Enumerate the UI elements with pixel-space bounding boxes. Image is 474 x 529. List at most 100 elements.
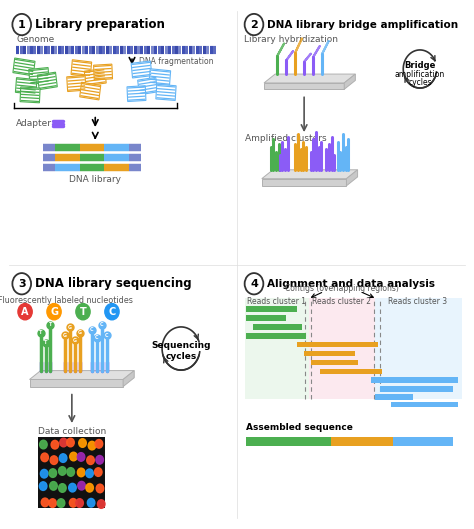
Text: Bridge: Bridge bbox=[404, 61, 436, 70]
Circle shape bbox=[41, 453, 48, 462]
Text: C: C bbox=[100, 322, 103, 327]
Text: T: T bbox=[80, 307, 86, 317]
Text: Alignment and data analysis: Alignment and data analysis bbox=[267, 279, 435, 289]
Text: DNA library: DNA library bbox=[69, 175, 121, 184]
Circle shape bbox=[79, 439, 86, 448]
Bar bbox=[246, 437, 331, 445]
FancyBboxPatch shape bbox=[156, 84, 176, 101]
FancyBboxPatch shape bbox=[13, 58, 35, 76]
FancyBboxPatch shape bbox=[149, 69, 171, 86]
Polygon shape bbox=[29, 371, 134, 379]
Text: Reads cluster 1: Reads cluster 1 bbox=[247, 297, 306, 306]
Circle shape bbox=[50, 481, 57, 490]
FancyBboxPatch shape bbox=[84, 68, 106, 86]
Circle shape bbox=[76, 499, 83, 507]
Text: G: G bbox=[50, 307, 58, 317]
Circle shape bbox=[40, 440, 47, 449]
Circle shape bbox=[59, 454, 67, 462]
Bar bbox=[246, 306, 298, 312]
Circle shape bbox=[96, 455, 103, 464]
Bar bbox=[298, 342, 378, 348]
Bar bbox=[393, 437, 453, 445]
Text: cycles: cycles bbox=[408, 78, 432, 87]
Text: G: G bbox=[73, 338, 77, 343]
Circle shape bbox=[76, 304, 90, 320]
Circle shape bbox=[49, 499, 56, 507]
Circle shape bbox=[77, 468, 85, 477]
Circle shape bbox=[18, 304, 32, 320]
Text: A: A bbox=[21, 307, 29, 317]
Circle shape bbox=[47, 304, 61, 320]
FancyBboxPatch shape bbox=[29, 68, 49, 84]
Circle shape bbox=[245, 14, 264, 35]
Text: 4: 4 bbox=[250, 279, 258, 289]
Circle shape bbox=[41, 498, 49, 507]
Circle shape bbox=[87, 498, 95, 507]
FancyBboxPatch shape bbox=[127, 86, 146, 102]
FancyBboxPatch shape bbox=[37, 72, 57, 89]
Circle shape bbox=[67, 468, 74, 476]
Circle shape bbox=[58, 467, 66, 475]
Bar bbox=[371, 378, 458, 383]
Circle shape bbox=[12, 14, 31, 35]
Circle shape bbox=[87, 456, 94, 464]
Circle shape bbox=[86, 469, 93, 478]
Text: DNA library bridge amplification: DNA library bridge amplification bbox=[267, 20, 458, 30]
Circle shape bbox=[60, 438, 67, 447]
Text: T: T bbox=[44, 340, 47, 345]
Bar bbox=[375, 298, 462, 399]
Text: Fluorescently labeled nucleotides: Fluorescently labeled nucleotides bbox=[0, 296, 133, 305]
Text: DNA fragmentation: DNA fragmentation bbox=[139, 57, 213, 66]
Text: 2: 2 bbox=[250, 20, 258, 30]
Circle shape bbox=[40, 469, 48, 478]
Text: G: G bbox=[78, 330, 82, 335]
Polygon shape bbox=[123, 371, 134, 387]
Circle shape bbox=[69, 498, 77, 507]
Text: Library preparation: Library preparation bbox=[35, 18, 165, 31]
FancyBboxPatch shape bbox=[93, 64, 112, 80]
Text: Assembled sequence: Assembled sequence bbox=[246, 423, 353, 432]
Circle shape bbox=[57, 499, 65, 507]
Text: Reads cluster 2: Reads cluster 2 bbox=[312, 297, 372, 306]
Text: 3: 3 bbox=[18, 279, 26, 289]
Text: C: C bbox=[109, 307, 116, 317]
Circle shape bbox=[49, 469, 56, 477]
Circle shape bbox=[95, 440, 103, 448]
Text: C: C bbox=[105, 333, 109, 338]
Circle shape bbox=[96, 484, 104, 492]
Polygon shape bbox=[264, 74, 356, 83]
Circle shape bbox=[51, 440, 59, 449]
Bar bbox=[311, 360, 357, 365]
Circle shape bbox=[50, 456, 58, 464]
Bar bbox=[38, 437, 105, 508]
Text: cycles: cycles bbox=[165, 352, 197, 361]
Polygon shape bbox=[262, 179, 346, 186]
Circle shape bbox=[78, 481, 85, 490]
Circle shape bbox=[245, 273, 264, 295]
FancyBboxPatch shape bbox=[16, 78, 37, 94]
Text: T: T bbox=[39, 330, 42, 335]
Bar bbox=[391, 402, 458, 407]
Text: Adapter: Adapter bbox=[16, 119, 52, 128]
Text: Library hybridization: Library hybridization bbox=[244, 35, 338, 44]
Text: Contigs (overlapping regions): Contigs (overlapping regions) bbox=[285, 284, 399, 294]
Polygon shape bbox=[29, 379, 123, 387]
Circle shape bbox=[69, 484, 76, 492]
Circle shape bbox=[86, 484, 93, 492]
Text: Amplified clusters: Amplified clusters bbox=[246, 134, 327, 143]
Text: Genome: Genome bbox=[16, 35, 55, 44]
Text: Data collection: Data collection bbox=[38, 426, 106, 435]
Text: C: C bbox=[95, 335, 99, 340]
FancyBboxPatch shape bbox=[137, 77, 157, 95]
Bar bbox=[304, 351, 356, 357]
Circle shape bbox=[98, 500, 105, 508]
FancyBboxPatch shape bbox=[80, 82, 101, 100]
FancyBboxPatch shape bbox=[71, 60, 91, 77]
Text: DNA library sequencing: DNA library sequencing bbox=[35, 277, 191, 290]
Text: G: G bbox=[68, 325, 72, 330]
Text: 1: 1 bbox=[18, 20, 26, 30]
FancyBboxPatch shape bbox=[67, 76, 86, 92]
Text: Reads cluster 3: Reads cluster 3 bbox=[388, 297, 447, 306]
FancyBboxPatch shape bbox=[20, 87, 40, 103]
Circle shape bbox=[39, 482, 47, 490]
